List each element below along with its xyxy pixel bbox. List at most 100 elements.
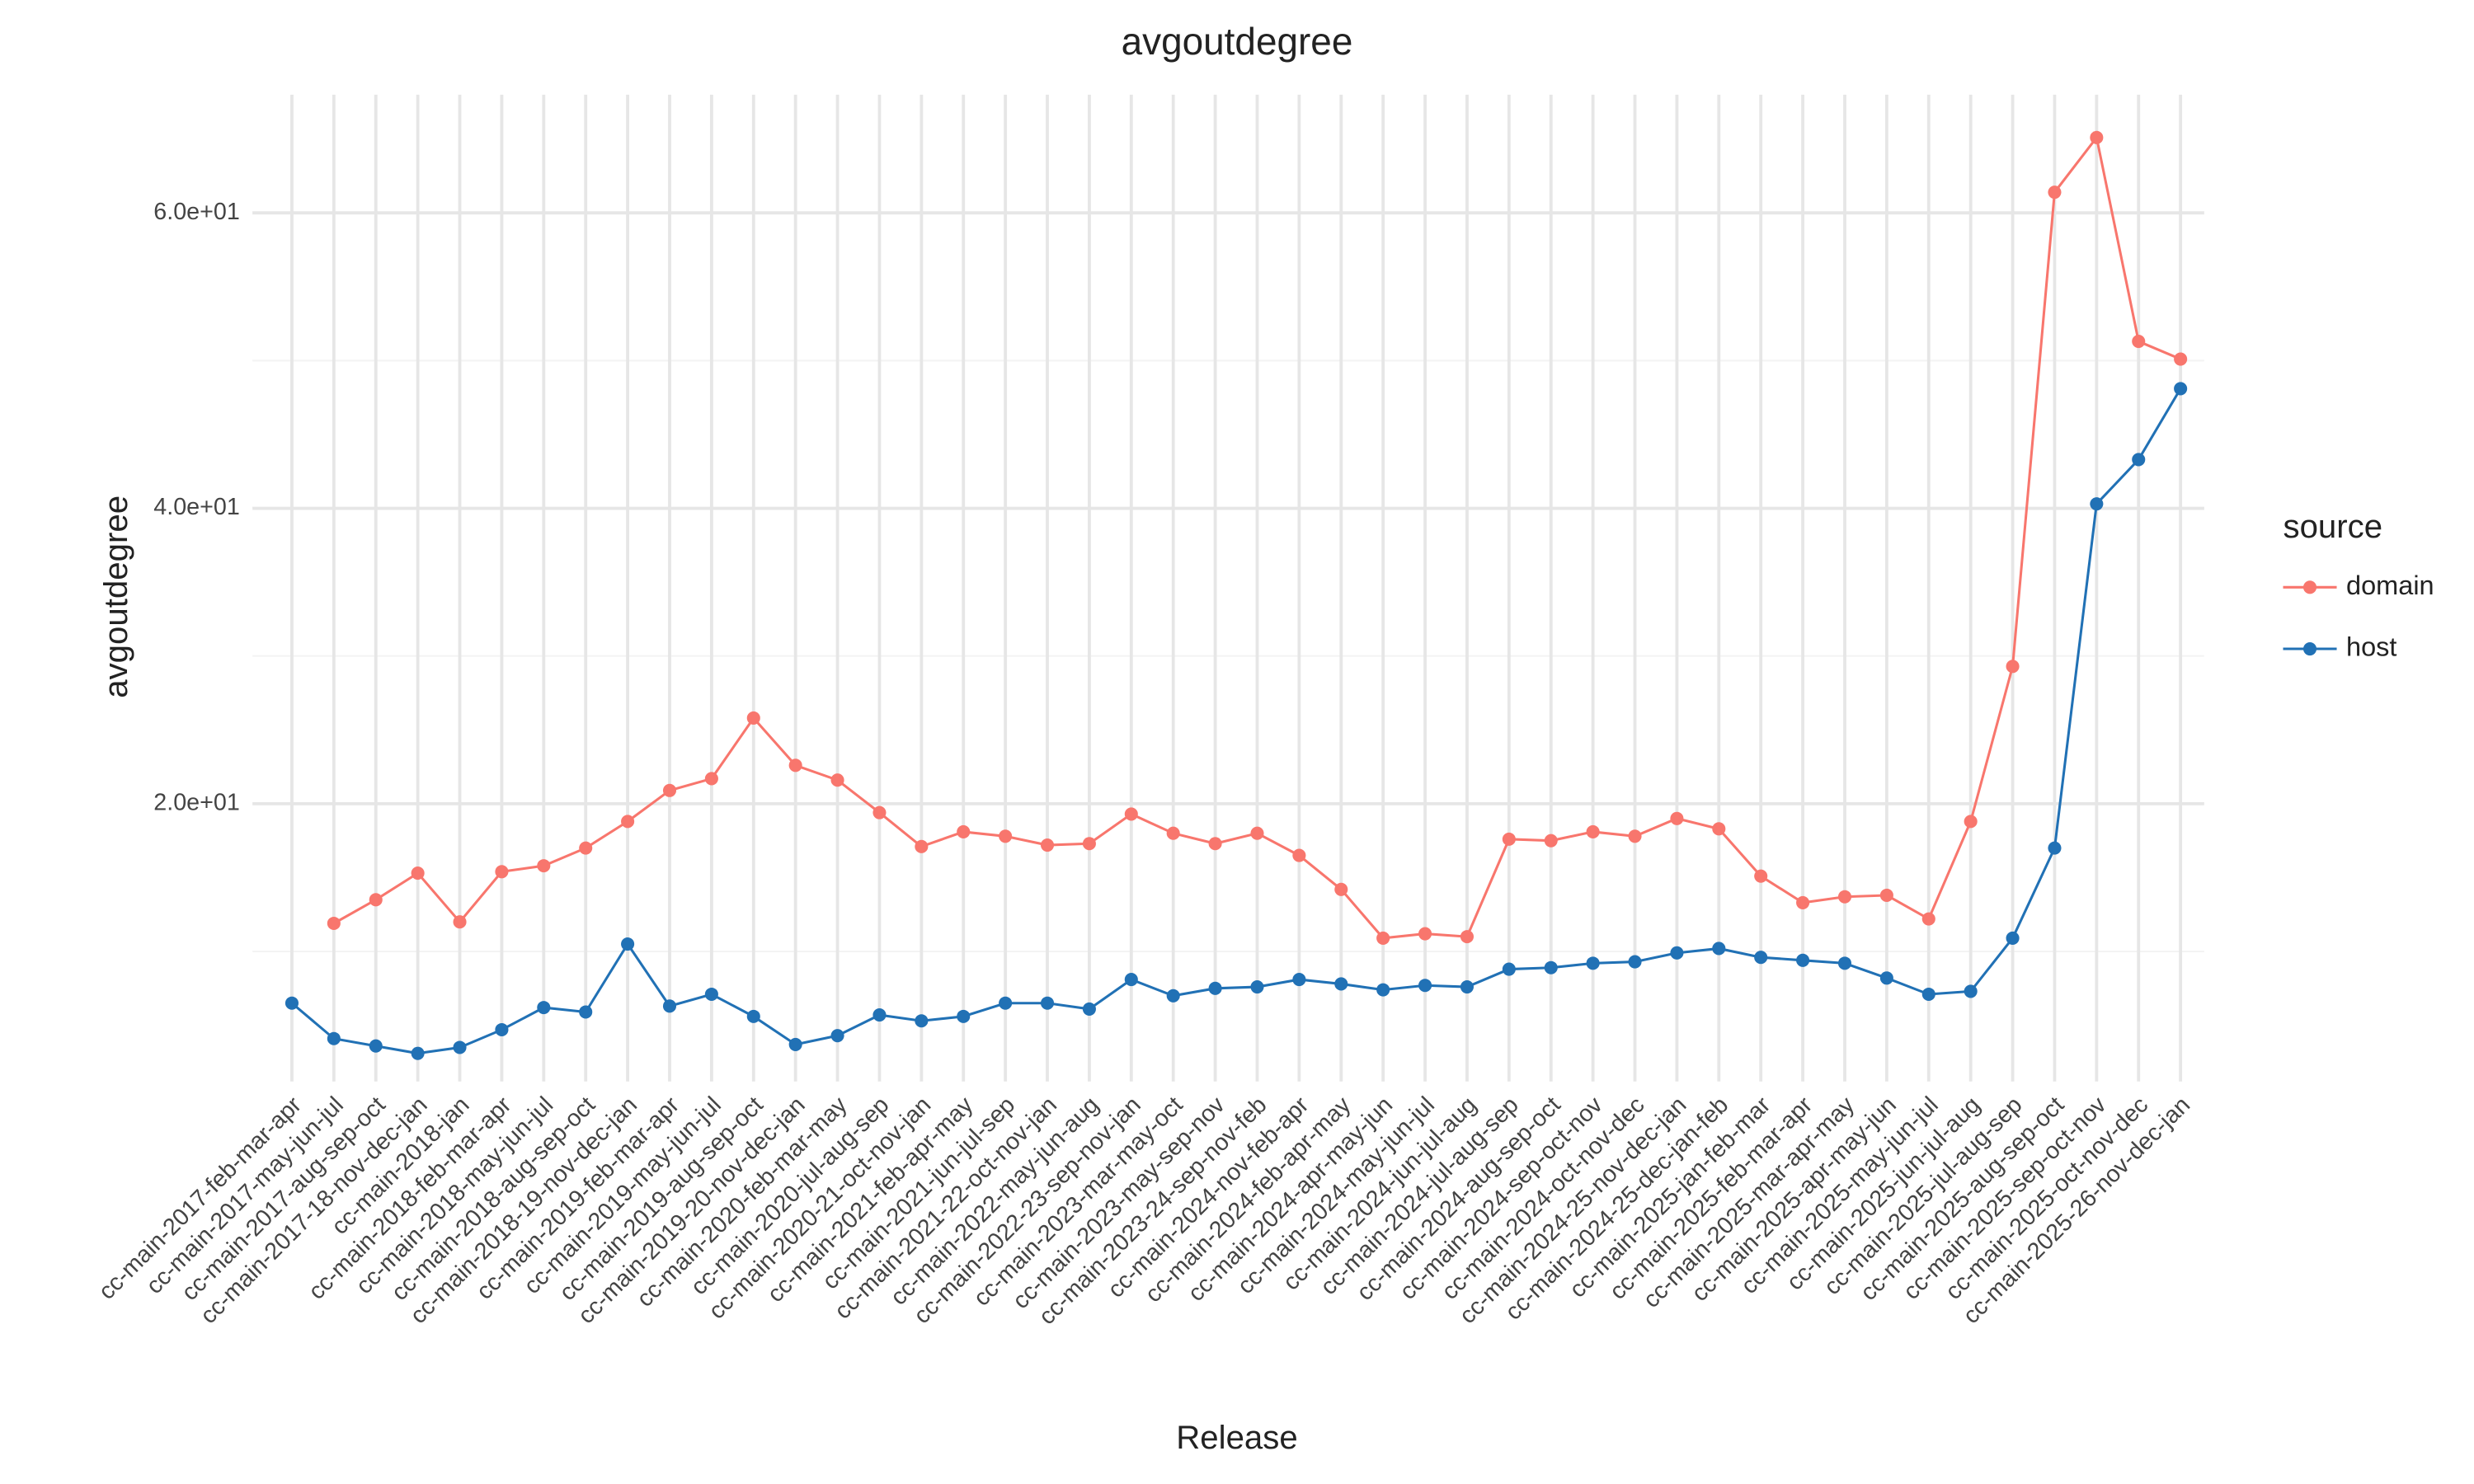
data-point <box>830 1029 844 1043</box>
data-point <box>1082 1002 1096 1016</box>
data-point <box>1250 979 1264 994</box>
data-point <box>1879 888 1893 902</box>
data-point <box>1250 826 1264 840</box>
x-axis-label: Release <box>1176 1419 1297 1456</box>
data-point <box>1921 987 1935 1002</box>
data-point <box>1040 838 1055 852</box>
data-point <box>1166 826 1180 840</box>
data-point <box>1837 956 1852 970</box>
data-point <box>453 1040 467 1054</box>
y-axis-label: avgoutdegree <box>97 495 134 698</box>
data-point <box>537 859 551 873</box>
data-point <box>915 1014 929 1028</box>
data-point <box>788 1037 802 1051</box>
data-point <box>285 996 299 1010</box>
data-point <box>1334 977 1348 991</box>
data-point <box>1754 869 1768 883</box>
data-point <box>746 711 760 726</box>
data-point <box>662 999 677 1013</box>
data-point <box>1292 848 1306 862</box>
legend-key-point <box>2302 641 2317 656</box>
data-point <box>369 1039 383 1053</box>
data-point <box>1628 955 1642 969</box>
series-line <box>290 387 2182 1055</box>
data-point <box>872 1008 887 1022</box>
legend-title: source <box>2283 508 2382 545</box>
data-point <box>2174 382 2188 396</box>
data-point <box>957 824 971 838</box>
data-point <box>830 773 844 787</box>
data-point <box>2090 497 2104 511</box>
data-point <box>915 839 929 853</box>
data-point <box>495 865 509 879</box>
y-tick-label: 4.0e+01 <box>153 494 240 520</box>
data-point <box>621 937 635 951</box>
data-point <box>1964 815 1978 829</box>
data-point <box>327 916 341 931</box>
data-point <box>1040 996 1055 1010</box>
data-point <box>662 783 677 797</box>
data-point <box>327 1031 341 1045</box>
data-point <box>704 987 718 1002</box>
data-point <box>957 1009 971 1023</box>
data-point <box>1879 971 1893 985</box>
data-point <box>1921 912 1935 926</box>
data-point <box>999 996 1013 1010</box>
data-point <box>2048 186 2062 200</box>
data-point <box>1796 953 1810 967</box>
data-point <box>1586 824 1600 838</box>
data-point <box>872 805 887 819</box>
data-point <box>1712 942 1726 956</box>
data-point <box>537 1001 551 1015</box>
legend-label: domain <box>2346 571 2434 600</box>
data-point <box>1544 834 1558 848</box>
data-point <box>2006 931 2020 945</box>
data-point <box>1418 927 1432 941</box>
data-point <box>1502 832 1516 846</box>
data-point <box>1376 931 1390 945</box>
chart-title: avgoutdegree <box>1122 20 1353 63</box>
data-point <box>704 772 718 786</box>
data-point <box>1208 837 1222 851</box>
data-point <box>1712 822 1726 836</box>
data-point <box>1166 989 1180 1003</box>
data-point <box>621 815 635 829</box>
data-point <box>788 758 802 773</box>
data-point <box>1082 837 1096 851</box>
data-point <box>1628 829 1642 843</box>
data-point <box>1586 956 1600 970</box>
data-point <box>1544 960 1558 974</box>
data-point <box>746 1009 760 1023</box>
data-point <box>1334 882 1348 896</box>
data-point <box>2132 453 2146 467</box>
data-point <box>411 1046 425 1060</box>
y-tick-label: 6.0e+01 <box>153 199 240 225</box>
data-point <box>1964 984 1978 998</box>
data-point <box>2174 352 2188 366</box>
data-point <box>2006 660 2020 674</box>
data-point <box>1502 962 1516 976</box>
data-point <box>1376 983 1390 997</box>
y-tick-label: 2.0e+01 <box>153 789 240 815</box>
data-point <box>2048 841 2062 855</box>
data-point <box>1292 973 1306 987</box>
legend-key-point <box>2302 580 2317 594</box>
data-point <box>1124 973 1138 987</box>
data-point <box>1796 895 1810 909</box>
data-point <box>1754 951 1768 965</box>
data-point <box>1837 890 1852 904</box>
data-point <box>579 1005 593 1019</box>
data-point <box>999 829 1013 843</box>
data-point <box>1670 946 1684 960</box>
data-point <box>1208 981 1222 995</box>
data-point <box>1460 979 1474 994</box>
data-point <box>579 841 593 855</box>
data-point <box>1670 811 1684 825</box>
data-point <box>453 915 467 929</box>
legend-label: host <box>2346 632 2396 662</box>
data-point <box>1460 930 1474 944</box>
data-point <box>2090 130 2104 144</box>
data-point <box>2132 335 2146 349</box>
data-point <box>411 866 425 881</box>
